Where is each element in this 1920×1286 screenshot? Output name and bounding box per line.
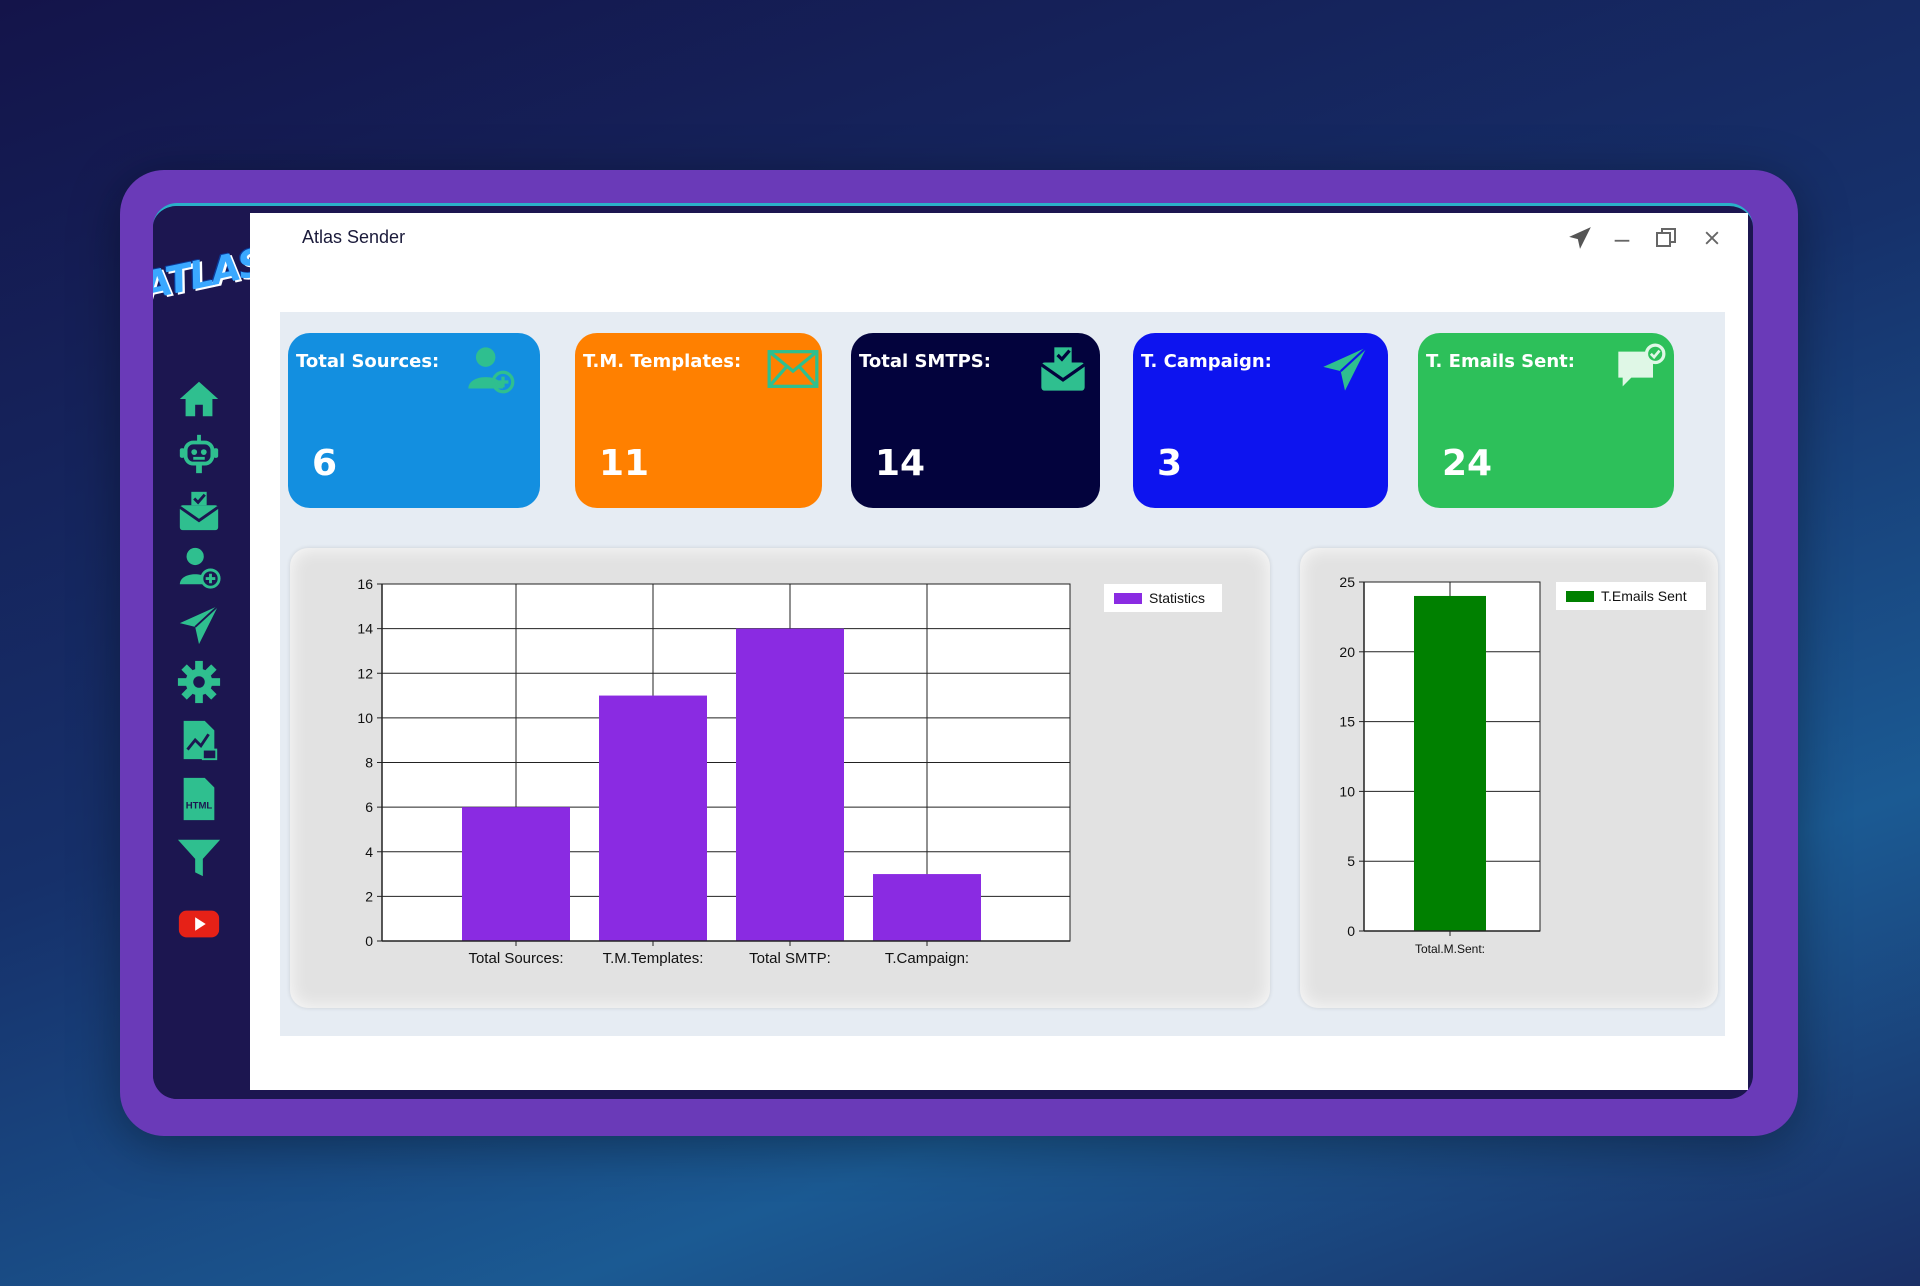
y-tick-label: 25 — [1339, 574, 1355, 590]
window-title: Atlas Sender — [302, 227, 406, 247]
sidebar-item-filter[interactable] — [173, 831, 225, 883]
sidebar-item-bot[interactable] — [173, 428, 225, 480]
bar — [736, 628, 844, 941]
sidebar-item-smtp[interactable] — [173, 485, 225, 537]
add-user-icon — [464, 343, 516, 395]
atlas-logo: ATLAS — [153, 239, 268, 309]
sidebar-item-sources[interactable] — [173, 541, 225, 593]
y-tick-label: 2 — [365, 888, 373, 904]
legend-swatch — [1566, 591, 1594, 602]
card-campaign[interactable]: T. Campaign: 3 — [1133, 333, 1388, 508]
card-emails-sent[interactable]: T. Emails Sent: 24 — [1418, 333, 1674, 508]
paper-plane-icon — [1319, 343, 1371, 395]
title-bar: Atlas Sender — [250, 213, 1748, 273]
paper-plane-icon — [1569, 227, 1591, 249]
card-label: Total Sources: — [296, 351, 440, 372]
x-tick-label: Total Sources: — [468, 950, 563, 967]
sidebar-item-campaign[interactable] — [173, 599, 225, 651]
paper-plane-icon — [179, 605, 219, 645]
y-tick-label: 10 — [1339, 783, 1355, 799]
statistics-chart-panel: 0 2 4 6 8 10 12 14 16 Total Sources: T.M.Templates… — [290, 548, 1270, 1008]
y-tick-label: 4 — [365, 844, 373, 860]
y-tick-label: 8 — [365, 755, 373, 771]
x-tick-label: Total.M.Sent: — [1415, 942, 1485, 956]
home-icon — [179, 381, 219, 417]
plot-border — [1363, 581, 1541, 932]
y-tick-label: 10 — [357, 710, 373, 726]
close-icon — [1705, 231, 1719, 245]
bar — [873, 874, 981, 941]
emails-sent-chart-panel: 0 5 10 15 20 25 Total.M.Sent: T.Emails Sent — [1300, 548, 1718, 1008]
maximize-button[interactable] — [1648, 221, 1684, 255]
bar — [1414, 595, 1486, 931]
add-user-icon — [179, 547, 221, 589]
card-value: 24 — [1442, 443, 1493, 484]
minimize-button[interactable] — [1604, 221, 1640, 255]
filter-icon — [177, 839, 221, 877]
emails-sent-chart: 0 5 10 15 20 25 Total.M.Sent: T.Emails Sent — [1339, 574, 1706, 956]
card-label: Total SMTPS: — [859, 351, 991, 372]
robot-icon — [179, 434, 219, 474]
y-tick-label: 15 — [1339, 714, 1355, 730]
chart-file-icon — [183, 720, 218, 761]
card-label: T. Emails Sent: — [1426, 351, 1575, 372]
restore-icon — [1656, 228, 1676, 247]
y-tick-label: 16 — [357, 576, 373, 592]
legend-swatch — [1114, 593, 1142, 604]
sidebar-item-html[interactable]: HTML — [173, 773, 225, 825]
card-value: 3 — [1157, 443, 1183, 484]
x-tick-label: T.Campaign: — [885, 950, 969, 967]
x-tick-label: T.M.Templates: — [603, 950, 704, 967]
chat-check-icon — [1614, 343, 1666, 395]
sidebar-item-settings[interactable] — [173, 656, 225, 708]
mail-box-icon — [179, 491, 219, 531]
sidebar-item-home[interactable] — [173, 373, 225, 425]
mail-box-icon — [1037, 343, 1089, 395]
x-tick-label: Total SMTP: — [749, 950, 831, 967]
card-templates[interactable]: T.M. Templates: 11 — [575, 333, 822, 508]
card-value: 14 — [875, 443, 926, 484]
sidebar-item-reports[interactable] — [173, 714, 225, 766]
bar — [599, 695, 707, 941]
y-tick-label: 14 — [357, 621, 373, 637]
plot-border — [381, 583, 1071, 942]
card-value: 11 — [599, 443, 650, 484]
card-label: T. Campaign: — [1141, 351, 1272, 372]
y-tick-label: 0 — [365, 933, 373, 949]
html-file-icon: HTML — [183, 777, 215, 821]
statistics-chart: 0 2 4 6 8 10 12 14 16 Total Sources: T.M.Templates… — [357, 576, 1222, 967]
envelope-icon — [767, 343, 819, 395]
card-total-smtps[interactable]: Total SMTPS: 14 — [851, 333, 1100, 508]
send-button[interactable] — [1562, 221, 1598, 255]
y-tick-label: 6 — [365, 799, 373, 815]
card-total-sources[interactable]: Total Sources: 6 — [288, 333, 540, 508]
minimize-icon — [1614, 239, 1630, 242]
sidebar-item-youtube[interactable] — [173, 898, 225, 950]
gear-icon — [177, 660, 221, 704]
youtube-icon — [178, 910, 220, 938]
main-window: Atlas Sender Total Sources: 6 — [250, 213, 1748, 1090]
bar — [462, 807, 570, 941]
sidebar: ATLAS — [153, 206, 268, 1099]
y-tick-label: 5 — [1347, 853, 1355, 869]
legend-label: T.Emails Sent — [1601, 588, 1687, 604]
y-tick-label: 20 — [1339, 644, 1355, 660]
close-button[interactable] — [1694, 221, 1730, 255]
card-label: T.M. Templates: — [583, 351, 742, 372]
card-value: 6 — [312, 443, 338, 484]
y-tick-label: 12 — [357, 665, 373, 681]
dashboard-content: Total Sources: 6 T.M. Templates: 11 Tota… — [280, 312, 1725, 1036]
legend-label: Statistics — [1149, 590, 1205, 606]
html-icon-label: HTML — [186, 801, 213, 812]
y-tick-label: 0 — [1347, 923, 1355, 939]
